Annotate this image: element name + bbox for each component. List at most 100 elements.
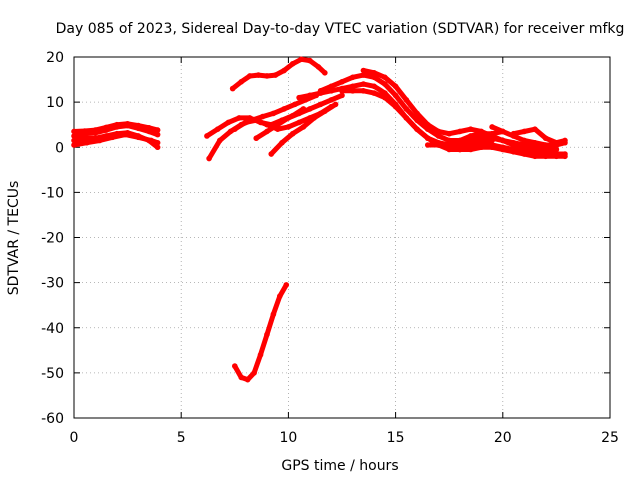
y-axis-label: SDTVAR / TECUs <box>6 181 22 296</box>
data-point <box>270 110 277 117</box>
data-point <box>281 106 287 112</box>
data-point <box>146 125 152 131</box>
x-axis-label: GPS time / hours <box>281 458 398 474</box>
data-point <box>272 72 279 78</box>
data-point <box>232 363 238 369</box>
data-point <box>296 110 302 117</box>
data-point <box>154 139 161 146</box>
data-point <box>289 130 296 137</box>
data-point <box>227 128 234 135</box>
data-point <box>296 94 302 101</box>
data-point <box>114 121 120 128</box>
data-point <box>403 97 410 103</box>
data-point <box>289 60 296 67</box>
data-point <box>467 126 474 132</box>
data-point <box>339 92 345 99</box>
data-point <box>135 122 142 129</box>
data-point <box>532 126 538 132</box>
data-point <box>216 137 223 144</box>
x-tick-label: 10 <box>279 430 297 446</box>
series-arc-midday-4 <box>360 68 559 152</box>
data-point <box>521 137 528 144</box>
data-point <box>414 126 420 132</box>
data-point <box>414 110 420 117</box>
data-point <box>328 83 335 90</box>
data-point <box>154 131 161 138</box>
data-point <box>81 128 88 134</box>
data-point <box>435 128 442 135</box>
data-point <box>274 121 281 128</box>
data-point <box>264 128 270 135</box>
data-point <box>296 119 302 126</box>
data-point <box>300 124 307 130</box>
y-tick-label: -40 <box>41 321 64 337</box>
y-tick-label: -50 <box>41 366 64 382</box>
data-point <box>214 126 221 132</box>
data-point <box>154 127 161 133</box>
data-point <box>435 142 442 148</box>
data-point <box>521 146 528 153</box>
data-point <box>371 83 377 90</box>
data-point <box>382 81 388 87</box>
data-point <box>360 81 367 87</box>
data-point <box>247 73 253 79</box>
data-point <box>71 133 77 139</box>
data-point <box>371 69 377 76</box>
data-point <box>281 67 287 74</box>
data-point <box>553 139 560 146</box>
data-point <box>81 135 88 142</box>
data-point <box>71 142 77 148</box>
data-point <box>204 133 210 139</box>
data-point <box>242 119 249 126</box>
data-point <box>349 88 356 94</box>
data-point <box>392 83 399 90</box>
data-point <box>255 72 262 78</box>
data-point <box>553 146 560 153</box>
data-point <box>268 151 275 157</box>
data-point <box>259 113 266 120</box>
data-point <box>403 106 410 112</box>
data-point <box>244 376 251 383</box>
data-point <box>277 293 283 299</box>
x-tick-label: 15 <box>387 430 405 446</box>
data-point <box>307 106 313 112</box>
data-point <box>467 146 474 153</box>
data-point <box>71 137 77 144</box>
series-arc-upper <box>230 56 328 92</box>
data-point <box>510 142 517 148</box>
data-point <box>382 74 388 81</box>
data-point <box>251 370 257 376</box>
data-point <box>332 101 339 108</box>
data-point <box>96 137 103 144</box>
data-point <box>317 101 324 108</box>
data-point <box>382 94 388 101</box>
data-point <box>414 117 420 123</box>
data-point <box>84 139 90 146</box>
data-point <box>510 148 517 155</box>
data-point <box>371 90 377 96</box>
data-point <box>328 97 335 103</box>
data-point <box>489 144 495 151</box>
data-point <box>206 155 212 162</box>
data-point <box>322 108 328 114</box>
data-point <box>311 115 317 121</box>
y-tick-label: -60 <box>41 411 64 427</box>
data-point <box>446 146 453 153</box>
data-point <box>270 311 277 318</box>
data-point <box>279 139 285 146</box>
data-point <box>500 128 506 135</box>
data-point <box>424 135 431 142</box>
x-tick-label: 0 <box>70 430 79 446</box>
data-point <box>542 146 549 153</box>
data-point <box>521 128 528 135</box>
data-point <box>253 135 260 142</box>
data-point <box>521 151 528 157</box>
data-point <box>562 153 568 160</box>
x-tick-label: 25 <box>601 430 619 446</box>
data-point <box>478 135 485 142</box>
data-point <box>424 142 431 148</box>
data-point <box>307 57 313 64</box>
data-point <box>109 134 116 141</box>
data-point <box>264 121 270 128</box>
